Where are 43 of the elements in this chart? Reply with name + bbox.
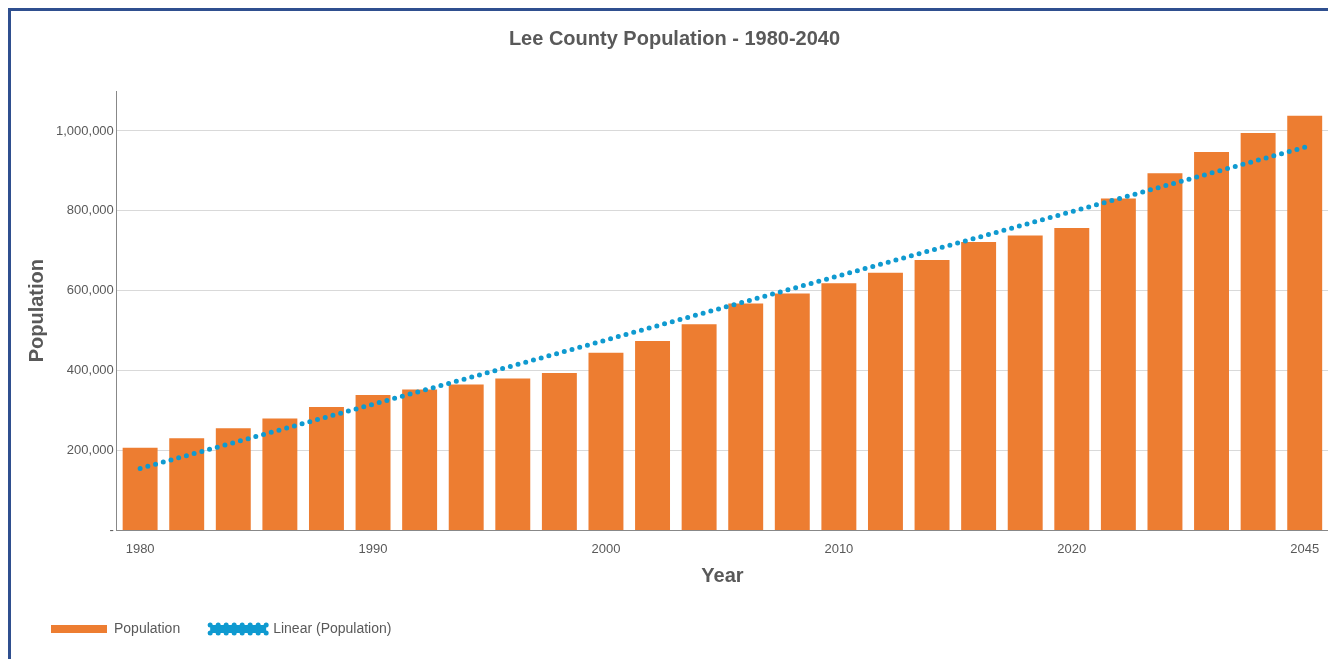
x-tick-label: 2020: [1057, 540, 1087, 556]
bar: [448, 384, 484, 530]
bar: [169, 438, 205, 530]
x-tick-label: 1980: [125, 540, 155, 556]
x-tick-label: 2045: [1290, 540, 1320, 556]
bar: [122, 447, 158, 530]
y-tick-label: -: [109, 521, 114, 537]
x-tick-label: 1990: [358, 540, 388, 556]
bar: [961, 241, 997, 530]
bar: [867, 272, 903, 530]
bar: [914, 259, 950, 530]
bar: [1054, 228, 1090, 530]
y-axis-title: Population: [24, 259, 47, 363]
x-tick-label: 2000: [591, 540, 621, 556]
bar: [728, 303, 764, 530]
bar: [541, 373, 577, 530]
bar: [588, 352, 624, 530]
y-tick-label: 800,000: [66, 202, 114, 218]
y-tick-label: 400,000: [66, 362, 114, 378]
bar: [308, 406, 344, 530]
legend-label: Population: [114, 619, 181, 636]
y-tick-label: 200,000: [66, 442, 114, 458]
x-tick-label: 2010: [824, 540, 854, 556]
bar: [1147, 173, 1183, 530]
bar: [681, 324, 717, 530]
bar: [355, 394, 391, 530]
bar: [635, 341, 671, 530]
bar: [1240, 132, 1276, 530]
legend-label: Linear (Population): [273, 619, 392, 636]
bar: [495, 378, 531, 530]
bar: [262, 418, 298, 530]
bar: [1100, 198, 1136, 530]
bar: [821, 283, 857, 530]
bar: [402, 389, 438, 530]
bar: [1287, 115, 1323, 530]
bar: [1194, 152, 1230, 530]
y-tick-label: 600,000: [66, 282, 114, 298]
bar: [215, 428, 251, 530]
x-axis-title: Year: [701, 563, 744, 586]
chart-title: Lee County Population - 1980-2040: [508, 26, 841, 49]
bar: [774, 293, 810, 530]
bar: [1007, 235, 1043, 530]
y-tick-label: 1,000,000: [55, 122, 114, 138]
